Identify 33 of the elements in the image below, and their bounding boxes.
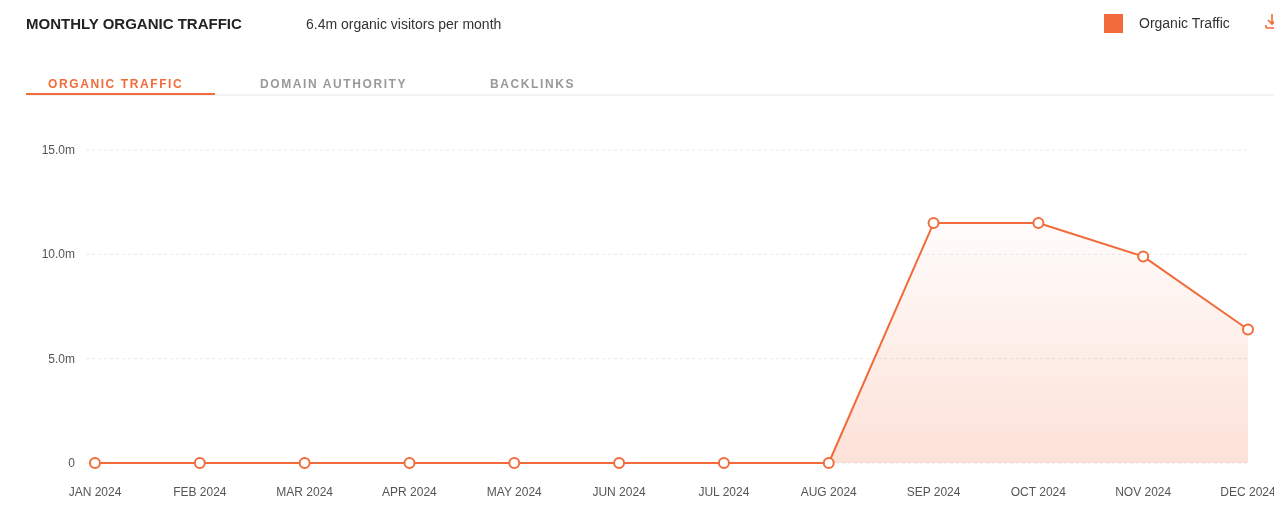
point bbox=[1242, 323, 1254, 336]
x-tick-label: JUN 2024 bbox=[592, 485, 647, 499]
y-tick-label: 15.0m bbox=[41, 143, 75, 157]
chart-subtitle: 6.4m organic visitors per month bbox=[306, 16, 502, 32]
chart-title: MONTHLY ORGANIC TRAFFIC bbox=[26, 15, 242, 32]
point bbox=[193, 457, 206, 469]
x-tick-label: APR 2024 bbox=[382, 485, 438, 499]
text: ORGANIC TRAFFIC bbox=[48, 77, 184, 91]
point bbox=[403, 457, 416, 469]
x-tick-label: FEB 2024 bbox=[173, 485, 227, 499]
x-tick-label: JAN 2024 bbox=[68, 485, 122, 499]
x-tick-label: JUL 2024 bbox=[698, 485, 750, 499]
point bbox=[89, 457, 101, 469]
x-tick-label: OCT 2024 bbox=[1010, 485, 1067, 499]
point bbox=[1137, 250, 1150, 263]
point bbox=[717, 457, 730, 469]
x-tick-label: AUG 2024 bbox=[800, 485, 858, 499]
x-tick-label: MAR 2024 bbox=[276, 485, 334, 499]
x-tick-label: NOV 2024 bbox=[1115, 485, 1172, 499]
point bbox=[822, 457, 835, 469]
text: BACKLINKS bbox=[490, 77, 576, 91]
x-tick-label: SEP 2024 bbox=[906, 485, 961, 499]
y-tick-label: 10.0m bbox=[41, 247, 75, 262]
y-tick-label: 0 bbox=[68, 456, 76, 470]
legend-label: Organic Traffic bbox=[1139, 15, 1230, 31]
y-tick-label: 5.0m bbox=[48, 351, 75, 366]
point bbox=[508, 457, 521, 469]
point bbox=[927, 217, 940, 230]
x-tick-label: MAY 2024 bbox=[486, 485, 543, 499]
text: DOMAIN AUTHORITY bbox=[260, 77, 408, 91]
point bbox=[613, 457, 626, 469]
point bbox=[298, 457, 311, 469]
point bbox=[1032, 217, 1045, 230]
